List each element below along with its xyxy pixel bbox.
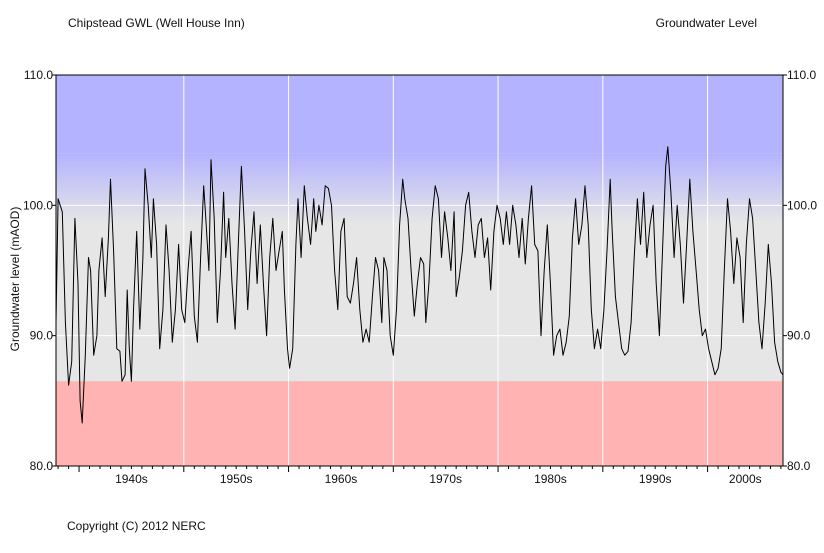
x-tick-label: 1990s [639,472,672,486]
chart-title: Chipstead GWL (Well House Inn) [68,16,245,30]
high-level-band-fade [56,153,783,224]
high-level-band [56,75,783,154]
y-tick-label-right: 100.0 [787,198,817,212]
x-tick-label: 1970s [429,472,462,486]
x-tick-label: 1960s [325,472,358,486]
chart-subtitle: Groundwater Level [655,16,757,30]
y-tick-label-right: 110.0 [787,68,816,82]
y-tick-label-left: 80.0 [30,459,54,473]
low-level-band-fade [56,379,783,420]
y-tick-label-right: 80.0 [787,459,811,473]
y-tick-label-left: 110.0 [24,68,53,82]
x-tick-label: 1940s [115,472,148,486]
axes: 80.0 80.0 90.0 90.0 100.0 100.0 110.0 110.0 1940… [23,68,817,486]
x-tick-label: 2000s [729,472,762,486]
x-tick-label: 1950s [220,472,253,486]
plot-frame [55,74,784,467]
series-group [55,146,784,424]
groundwater-level-line [55,146,784,424]
copyright-notice: Copyright (C) 2012 NERC [67,519,206,533]
y-tick-label-left: 90.0 [30,329,54,343]
y-tick-label-right: 90.0 [787,329,811,343]
y-tick-label-left: 100.0 [23,198,53,212]
grid [56,75,783,466]
plot-area [56,75,783,466]
x-tick-label: 1980s [534,472,567,486]
